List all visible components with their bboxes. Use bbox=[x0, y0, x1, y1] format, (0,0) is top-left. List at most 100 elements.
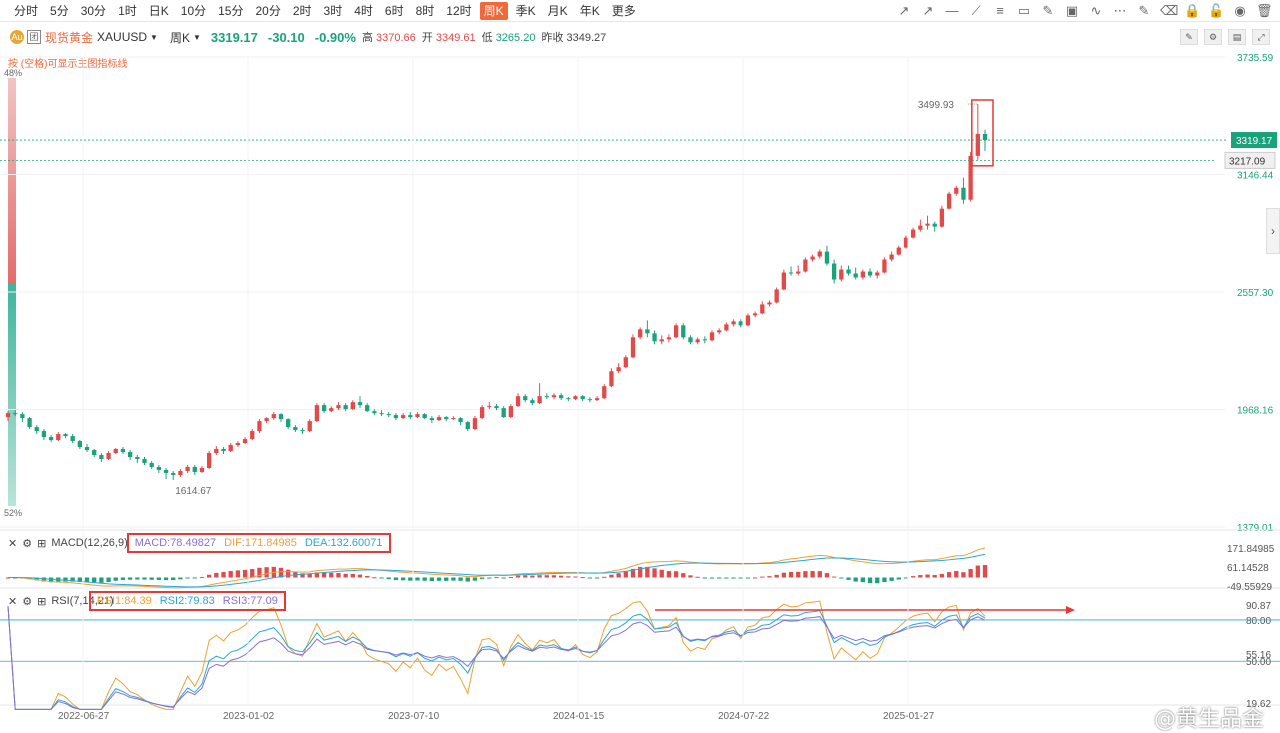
macd-histogram-bar bbox=[422, 577, 427, 581]
lock-icon[interactable]: 🔒 bbox=[1184, 3, 1201, 18]
gear-icon[interactable]: ⚙ bbox=[22, 537, 33, 550]
timeframe-tab[interactable]: 更多 bbox=[611, 3, 636, 18]
trend-line-icon[interactable]: ↗ bbox=[898, 3, 910, 18]
macd-histogram-bar bbox=[968, 569, 973, 578]
macd-histogram-bar bbox=[163, 577, 169, 581]
timeframe-tab[interactable]: 分时 bbox=[14, 3, 39, 18]
candle-body bbox=[135, 456, 140, 459]
timeframe-tab[interactable]: 4时 bbox=[354, 3, 373, 18]
layout-icon[interactable]: ▤ bbox=[1228, 29, 1246, 45]
timeframe-tab[interactable]: 2时 bbox=[292, 3, 312, 18]
macd-histogram-bar bbox=[106, 577, 111, 582]
macd-histogram-bar bbox=[429, 577, 435, 582]
trash-icon[interactable]: 🗑 bbox=[1256, 3, 1273, 18]
macd-histogram-bar bbox=[867, 577, 873, 583]
eye-icon[interactable]: ◉ bbox=[1234, 3, 1246, 18]
candle-body bbox=[221, 449, 226, 452]
plus-box-icon[interactable]: ⊞ bbox=[37, 537, 47, 550]
timeframe-tab[interactable]: 6时 bbox=[384, 3, 404, 18]
fullscreen-icon[interactable]: ⤢ bbox=[1252, 29, 1270, 45]
channel-icon[interactable]: ▭ bbox=[1017, 3, 1031, 18]
plus-box-icon[interactable]: ⊞ bbox=[37, 595, 47, 608]
macd-histogram-bar bbox=[221, 572, 226, 578]
timeframe-tab[interactable]: 30分 bbox=[80, 3, 107, 18]
candle-body bbox=[386, 414, 391, 416]
close-icon[interactable]: ✕ bbox=[8, 537, 18, 550]
timeframe-tab[interactable]: 20分 bbox=[255, 3, 281, 18]
timeframe-tab[interactable]: 日K bbox=[148, 3, 169, 18]
macd-histogram-bar bbox=[889, 577, 894, 581]
macd-histogram-bar bbox=[501, 577, 506, 579]
timeframe-tab[interactable]: 15分 bbox=[218, 3, 244, 18]
settings-icon[interactable]: ⚙ bbox=[1204, 29, 1222, 45]
candle-body bbox=[242, 439, 248, 444]
timeframe-tab[interactable]: 季K bbox=[515, 3, 536, 18]
timeframe-tab[interactable]: 12时 bbox=[446, 3, 472, 18]
candle-body bbox=[400, 415, 406, 419]
image-icon[interactable]: ▣ bbox=[1065, 3, 1079, 18]
candle-body bbox=[113, 449, 118, 454]
timeframe-tab[interactable]: 年K bbox=[579, 3, 600, 18]
group-icon[interactable]: 团 bbox=[27, 30, 41, 44]
rsi-header: ✕ ⚙ ⊞ RSI(7,14,21) RSI1:84.39 RSI2:79.83… bbox=[8, 591, 286, 611]
candle-body bbox=[20, 414, 25, 419]
brush-icon[interactable]: ✎ bbox=[1042, 3, 1054, 18]
y-tick-label: 3735.59 bbox=[1237, 53, 1274, 64]
chevron-down-icon[interactable]: ▼ bbox=[192, 32, 201, 42]
rsi-values-box: RSI1:84.39 RSI2:79.83 RSI3:77.09 bbox=[88, 591, 286, 611]
candle-body bbox=[142, 458, 147, 463]
candle-body bbox=[875, 272, 880, 276]
compare-icon[interactable]: ∿ bbox=[1090, 3, 1102, 18]
candle-body bbox=[307, 421, 312, 432]
timeframe-tab[interactable]: 1时 bbox=[118, 3, 137, 18]
macd-histogram-bar bbox=[250, 568, 255, 578]
fib-icon[interactable]: ≡ bbox=[996, 3, 1004, 18]
open-value: 开 3349.61 bbox=[421, 32, 476, 44]
candle-body bbox=[206, 453, 212, 468]
timeframe-tab[interactable]: 3时 bbox=[323, 3, 343, 18]
candle-body bbox=[393, 415, 399, 419]
candle-body bbox=[149, 462, 154, 467]
ray-icon[interactable]: ↗ bbox=[922, 3, 934, 18]
macd-histogram-bar bbox=[63, 577, 68, 582]
symbol-code[interactable]: XAUUSD bbox=[97, 30, 148, 44]
parallel-icon[interactable]: ⟋ bbox=[971, 3, 981, 18]
edit-icon[interactable]: ✎ bbox=[1138, 3, 1150, 18]
horizontal-line-icon[interactable]: — bbox=[945, 3, 959, 18]
close-icon[interactable]: ✕ bbox=[8, 595, 18, 608]
candle-body bbox=[92, 450, 97, 456]
macd-histogram-bar bbox=[752, 577, 758, 579]
candle-body bbox=[13, 413, 18, 415]
timeframe-tab[interactable]: 周K bbox=[479, 1, 508, 20]
candle-body bbox=[321, 405, 327, 412]
timeframe-tab[interactable]: 5分 bbox=[50, 3, 69, 18]
symbol-name[interactable]: 现货黄金 bbox=[45, 30, 94, 45]
unlock-icon[interactable]: 🔓 bbox=[1208, 3, 1225, 18]
draw-tool-icon[interactable]: ✎ bbox=[1180, 29, 1198, 45]
eraser-icon[interactable]: ⌫ bbox=[1160, 3, 1179, 18]
period-selector[interactable]: 周K bbox=[169, 30, 190, 45]
macd-histogram-bar bbox=[206, 574, 212, 578]
candle-body bbox=[257, 421, 262, 432]
candle-body bbox=[508, 406, 514, 418]
gear-icon[interactable]: ⚙ bbox=[22, 595, 33, 608]
indicator-hint: 按 (空格)可显示主图指标线 bbox=[8, 59, 128, 70]
timeframe-tab[interactable]: 10分 bbox=[180, 3, 207, 18]
macd-histogram-bar bbox=[214, 572, 219, 578]
more-tools-icon[interactable]: ⋯ bbox=[1113, 3, 1127, 18]
rsi2-line bbox=[7, 606, 986, 710]
candle-body bbox=[415, 414, 420, 418]
high-value: 高 3370.66 bbox=[361, 32, 416, 44]
timeframe-tab[interactable]: 月K bbox=[547, 3, 568, 18]
candle-body bbox=[602, 386, 607, 399]
candle-body bbox=[264, 418, 269, 422]
candle-body bbox=[120, 449, 126, 453]
macd-histogram-bar bbox=[408, 577, 413, 581]
macd-histogram-bar bbox=[695, 576, 700, 578]
chevron-down-icon[interactable]: ▼ bbox=[150, 32, 158, 42]
timeframe-tab[interactable]: 8时 bbox=[415, 3, 435, 18]
candle-body bbox=[458, 418, 463, 423]
candle-body bbox=[336, 405, 341, 409]
candle-body bbox=[975, 133, 980, 156]
